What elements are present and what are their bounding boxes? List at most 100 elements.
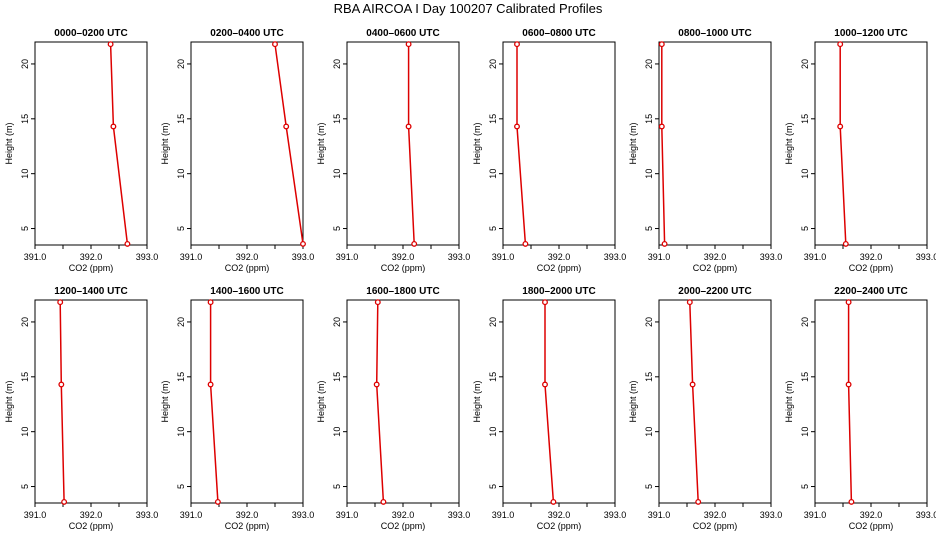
x-tick-label: 391.0	[336, 510, 359, 520]
profile-point	[405, 41, 412, 48]
panel-6: 1000–1200 UTC 391.0 392.0 393.0 5 10 15 20 CO2 (…	[784, 28, 936, 273]
panel-10: 1800–2000 UTC 391.0 392.0 393.0 5 10 15 20 CO2 (…	[472, 286, 626, 531]
x-axis-label: CO2 (ppm)	[537, 521, 582, 531]
y-tick-label: 20	[488, 59, 498, 69]
y-tick-label: 10	[644, 169, 654, 179]
profile-line	[689, 302, 699, 502]
profile-line	[109, 44, 129, 244]
profile-line	[544, 302, 555, 502]
y-tick-label: 5	[488, 484, 498, 489]
x-tick-label: 391.0	[804, 510, 827, 520]
plot-frame	[658, 41, 772, 246]
x-tick-label: 392.0	[704, 252, 727, 262]
profile-point	[842, 240, 849, 247]
y-tick-label: 5	[644, 226, 654, 231]
x-tick-label: 391.0	[24, 510, 47, 520]
y-tick-label: 20	[488, 317, 498, 327]
panel-7: 1200–1400 UTC 391.0 392.0 393.0 5 10 15 20 CO2 (…	[4, 286, 158, 531]
profile-line	[209, 302, 219, 502]
y-tick-label: 15	[20, 114, 30, 124]
plot-frame	[34, 299, 148, 504]
y-tick-label: 10	[800, 169, 810, 179]
x-tick-label: 391.0	[804, 252, 827, 262]
profile-point	[110, 123, 117, 130]
y-tick-label: 20	[176, 317, 186, 327]
y-axis-label: Height (m)	[472, 380, 482, 422]
y-tick-label: 15	[800, 114, 810, 124]
y-tick-label: 10	[176, 169, 186, 179]
profile-point	[522, 240, 529, 247]
y-tick-label: 10	[332, 427, 342, 437]
x-tick-label: 393.0	[604, 252, 627, 262]
profile-point	[58, 381, 65, 388]
profile-point	[61, 498, 68, 505]
profile-point	[380, 498, 387, 505]
plot-frame	[502, 41, 616, 246]
profile-point	[845, 299, 852, 306]
plot-frame	[346, 41, 460, 246]
y-axis-label: Height (m)	[784, 122, 794, 164]
y-tick-label: 10	[488, 427, 498, 437]
profile-point	[57, 299, 64, 306]
x-tick-label: 393.0	[916, 252, 936, 262]
y-tick-label: 10	[176, 427, 186, 437]
y-axis-label: Height (m)	[316, 380, 326, 422]
panel-title: 2200–2400 UTC	[834, 286, 907, 297]
y-tick-label: 5	[488, 226, 498, 231]
profile-point	[837, 41, 844, 48]
profile-line	[59, 302, 65, 502]
x-tick-label: 391.0	[492, 252, 515, 262]
y-tick-label: 5	[332, 226, 342, 231]
y-tick-label: 5	[800, 226, 810, 231]
plot-frame	[346, 299, 460, 504]
profile-point	[124, 240, 131, 247]
profile-point	[542, 299, 548, 306]
y-axis-label: Height (m)	[784, 380, 794, 422]
panel-4: 0600–0800 UTC 391.0 392.0 393.0 5 10 15 20 CO2 (…	[472, 28, 626, 273]
x-tick-label: 392.0	[392, 252, 415, 262]
profile-point	[207, 381, 214, 388]
panel-title: 1600–1800 UTC	[366, 286, 439, 297]
y-tick-label: 15	[332, 114, 342, 124]
profile-line	[847, 302, 853, 502]
y-tick-label: 5	[176, 484, 186, 489]
x-tick-label: 392.0	[392, 510, 415, 520]
profile-line	[407, 44, 415, 244]
panel-2: 0200–0400 UTC 391.0 392.0 393.0 5 10 15 20 CO2 (…	[160, 28, 314, 273]
x-tick-label: 391.0	[180, 252, 203, 262]
profile-point	[107, 41, 114, 48]
profile-line	[839, 44, 847, 244]
profile-line	[516, 44, 527, 244]
x-tick-label: 392.0	[548, 252, 571, 262]
x-axis-label: CO2 (ppm)	[225, 263, 270, 273]
panel-title: 1400–1600 UTC	[210, 286, 283, 297]
y-tick-label: 5	[644, 484, 654, 489]
y-axis-label: Height (m)	[472, 122, 482, 164]
y-tick-label: 15	[644, 372, 654, 382]
y-tick-label: 15	[488, 372, 498, 382]
x-axis-label: CO2 (ppm)	[381, 521, 426, 531]
profile-point	[514, 41, 520, 48]
x-axis-label: CO2 (ppm)	[849, 263, 894, 273]
profile-point	[207, 299, 214, 306]
x-tick-label: 393.0	[760, 510, 783, 520]
profile-line	[274, 44, 304, 245]
profile-point	[689, 381, 696, 388]
y-axis-label: Height (m)	[4, 380, 14, 422]
y-tick-label: 20	[20, 59, 30, 69]
y-tick-label: 20	[644, 317, 654, 327]
y-axis-label: Height (m)	[160, 380, 170, 422]
x-tick-label: 393.0	[604, 510, 627, 520]
profile-point	[550, 498, 557, 505]
profile-point	[514, 123, 520, 130]
y-tick-label: 5	[20, 484, 30, 489]
panel-title: 1800–2000 UTC	[522, 286, 595, 297]
panel-5: 0800–1000 UTC 391.0 392.0 393.0 5 10 15 20 CO2 (…	[628, 28, 782, 273]
x-tick-label: 391.0	[648, 252, 671, 262]
panel-1: 0000–0200 UTC 391.0 392.0 393.0 5 10 15 20 CO2 (…	[4, 28, 158, 273]
panel-8: 1400–1600 UTC 391.0 392.0 393.0 5 10 15 20 CO2 (…	[160, 286, 314, 531]
panel-3: 0400–0600 UTC 391.0 392.0 393.0 5 10 15 20 CO2 (…	[316, 28, 470, 273]
y-tick-label: 10	[20, 427, 30, 437]
profile-point	[686, 299, 693, 306]
